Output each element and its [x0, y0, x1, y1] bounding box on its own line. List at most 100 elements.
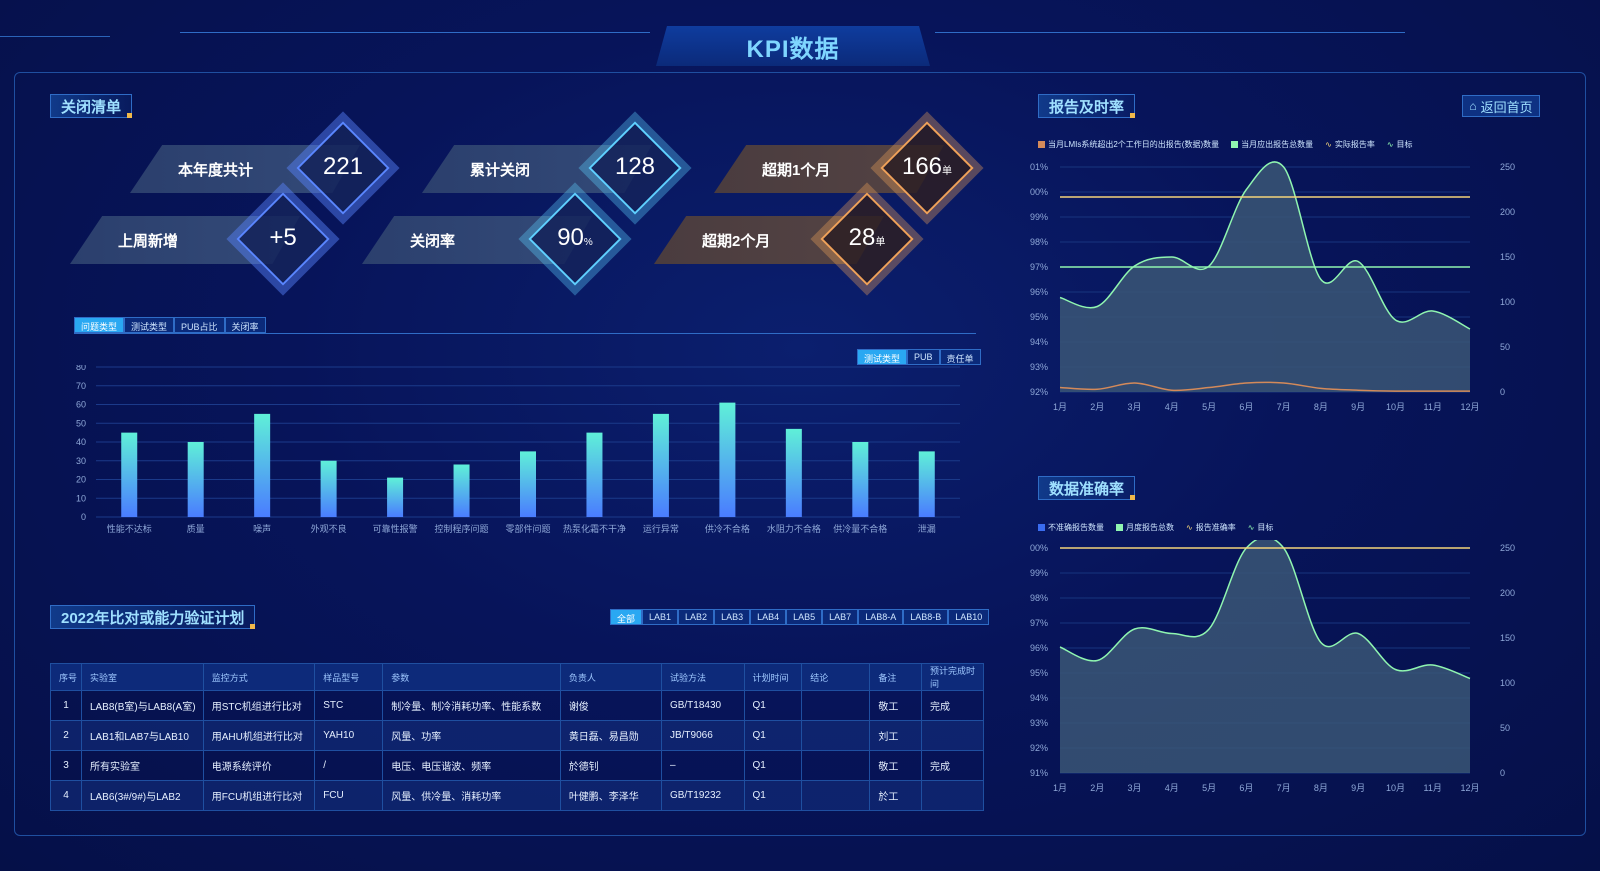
legend-item: 月度报告总数 — [1116, 522, 1174, 533]
x-tick-label: 噪声 — [253, 523, 271, 534]
report-legend: 当月LMIs系统超出2个工作日的出报告(数据)数量 当月应出报告总数量 ∿ 实际报… — [1038, 139, 1413, 150]
column-header: 样品型号 — [314, 663, 384, 691]
x-tick-label: 8月 — [1314, 783, 1328, 793]
y-tick-label: 60 — [76, 400, 86, 410]
x-tick-label: 质量 — [187, 523, 205, 534]
y-right-tick-label: 200 — [1500, 207, 1515, 217]
table-cell: 於工 — [869, 780, 922, 811]
lab-tab[interactable]: LAB8-B — [903, 609, 949, 625]
sub-tabs: 测试类型 PUB 责任单 — [857, 349, 981, 365]
bar — [586, 432, 603, 517]
lab-tab[interactable]: LAB8-A — [858, 609, 904, 625]
column-header: 试验方法 — [660, 663, 745, 691]
table-cell: Q1 — [743, 780, 803, 811]
home-icon: ⌂ — [1469, 99, 1477, 113]
page-title: KPI数据 — [746, 35, 840, 63]
x-tick-label: 5月 — [1202, 402, 1216, 412]
lab-tab[interactable]: LAB5 — [786, 609, 823, 625]
legend-item: ∿ 目标 — [1386, 140, 1413, 149]
kpi-value: 128 — [614, 153, 656, 180]
y-tick-label: 20 — [76, 475, 86, 485]
y-left-tick-label: 94% — [1030, 337, 1048, 347]
problem-bar-chart: 0 10 20 30 40 50 60 70 80 性能不达标 质量 噪声 外观不良 可靠性报警 控制程序问… — [76, 365, 960, 534]
table-cell: JB/T9066 — [660, 720, 745, 751]
y-left-tick-label: 93% — [1030, 362, 1048, 372]
x-tick-label: 12月 — [1460, 402, 1479, 412]
tab-pub-ratio[interactable]: PUB占比 — [174, 317, 225, 333]
lab-tab[interactable]: LAB7 — [822, 609, 859, 625]
table-cell — [921, 720, 984, 751]
series-line — [1059, 540, 1471, 680]
x-tick-label: 8月 — [1314, 402, 1328, 412]
data-accuracy-chart: 100% 99% 98% 97% 96% 95% 94% 93% 92% 91% 250 200 150… — [1030, 540, 1515, 793]
table-cell: LAB1和LAB7与LAB10 — [80, 720, 204, 751]
bar — [520, 451, 536, 517]
kpi-value: +5 — [269, 224, 297, 251]
plan-table: 序号 实验室 监控方式 样品型号 参数 负责人 试验方法 计划时间 结论 备注 预计完成时间 1 LA… — [50, 663, 984, 811]
subtab-responsibility[interactable]: 责任单 — [939, 349, 981, 365]
lab-tab[interactable]: 全部 — [610, 609, 643, 625]
lab-tabs: 全部 LAB1 LAB2 LAB3 LAB4 LAB5 LAB7 LAB8-A LAB8-B LA… — [610, 609, 990, 625]
x-tick-label: 6月 — [1239, 402, 1253, 412]
y-left-tick-label: 97% — [1030, 262, 1048, 272]
y-tick-label: 0 — [81, 512, 86, 522]
lab-tab[interactable]: LAB2 — [678, 609, 715, 625]
y-left-tick-label: 95% — [1030, 668, 1048, 678]
data-accuracy-title: 数据准确率 — [1038, 476, 1136, 500]
y-left-tick-label: 94% — [1030, 693, 1048, 703]
y-left-tick-label: 93% — [1030, 718, 1048, 728]
table-cell: LAB6(3#/9#)与LAB2 — [80, 780, 204, 811]
table-cell: 3 — [50, 750, 82, 781]
table-cell: 叶健鹏、李泽华 — [559, 780, 662, 811]
table-cell: 电源系统评价 — [202, 750, 316, 781]
table-cell: GB/T18430 — [660, 690, 745, 721]
y-left-tick-label: 99% — [1030, 568, 1048, 578]
tab-problem-type[interactable]: 问题类型 — [74, 317, 125, 333]
y-tick-label: 30 — [76, 456, 86, 466]
table-cell: Q1 — [743, 720, 803, 751]
page-title-bar: KPI数据 — [656, 26, 930, 66]
table-row: 2 LAB1和LAB7与LAB10 用AHU机组进行比对 YAH10 风量、功率 黄日磊、… — [50, 720, 984, 751]
tab-test-type[interactable]: 测试类型 — [124, 317, 175, 333]
table-row: 3 所有实验室 电源系统评价 / 电压、电压谐波、频率 於德钊 – Q1 敬工 完成 — [50, 750, 984, 781]
table-cell: 风量、供冷量、消耗功率 — [382, 780, 561, 811]
area-series — [1060, 540, 1470, 773]
kpi-label: 超期2个月 — [702, 232, 771, 250]
table-cell: 用FCU机组进行比对 — [202, 780, 316, 811]
bar — [785, 428, 802, 517]
column-header: 备注 — [869, 663, 922, 691]
lab-tab[interactable]: LAB3 — [714, 609, 751, 625]
table-cell: / — [314, 750, 384, 781]
x-tick-label: 11月 — [1424, 402, 1442, 412]
top-frame-line-left — [180, 32, 650, 33]
subtab-test-type[interactable]: 测试类型 — [857, 349, 908, 365]
top-frame-left — [0, 36, 110, 37]
plan-table-header: 序号 实验室 监控方式 样品型号 参数 负责人 试验方法 计划时间 结论 备注 预计完成时间 — [50, 663, 984, 691]
subtab-pub[interactable]: PUB — [907, 349, 940, 365]
x-tick-label: 1月 — [1053, 402, 1067, 412]
bar — [852, 442, 869, 517]
back-home-label: 返回首页 — [1480, 99, 1533, 115]
lab-tab[interactable]: LAB10 — [948, 609, 990, 625]
lab-tab[interactable]: LAB4 — [750, 609, 787, 625]
x-tick-label: 6月 — [1239, 783, 1253, 793]
tab-close-rate[interactable]: 关闭率 — [224, 317, 266, 333]
bar — [453, 464, 470, 517]
y-left-tick-label: 98% — [1030, 237, 1048, 247]
lab-tab[interactable]: LAB1 — [642, 609, 679, 625]
table-cell — [801, 750, 871, 781]
x-tick-label: 可靠性报警 — [373, 523, 418, 534]
kpi-label: 上周新增 — [118, 232, 179, 250]
y-right-tick-label: 150 — [1500, 252, 1515, 262]
y-left-tick-label: 100% — [1030, 543, 1048, 553]
column-header: 序号 — [50, 663, 82, 691]
table-cell: Q1 — [743, 750, 803, 781]
back-home-button[interactable]: ⌂ 返回首页 — [1462, 95, 1540, 117]
x-tick-label: 9月 — [1351, 783, 1365, 793]
column-header: 负责人 — [559, 663, 662, 691]
table-cell: 2 — [50, 720, 82, 751]
x-tick-label: 供冷量不合格 — [833, 523, 887, 534]
x-tick-label: 性能不达标 — [107, 523, 152, 534]
y-left-tick-label: 92% — [1030, 387, 1048, 397]
kpi-label: 累计关闭 — [470, 161, 531, 179]
